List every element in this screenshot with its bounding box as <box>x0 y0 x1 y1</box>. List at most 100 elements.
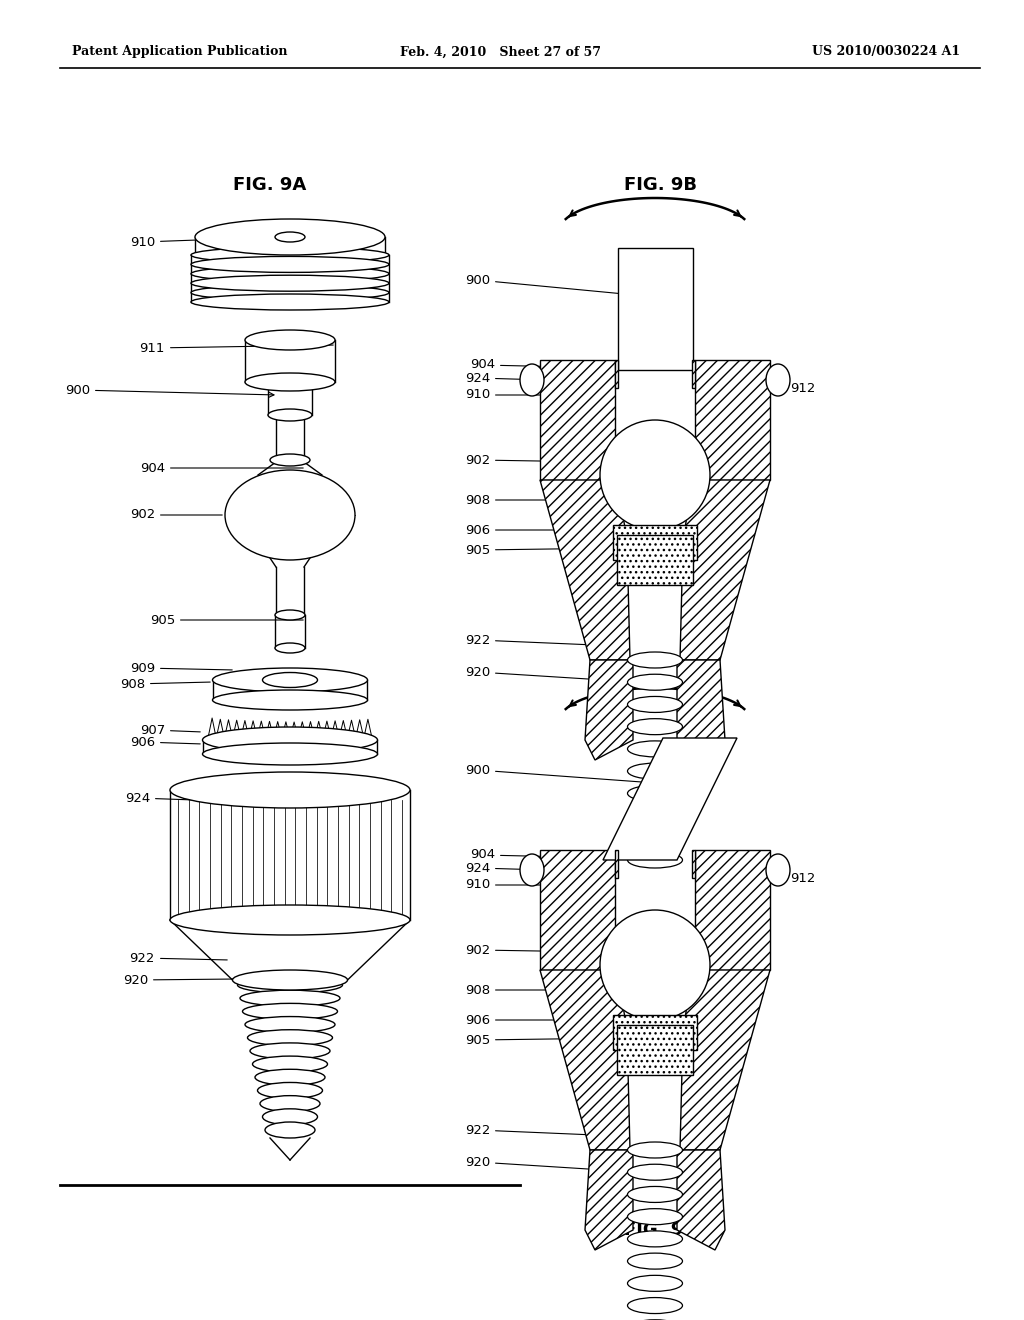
Ellipse shape <box>191 247 389 263</box>
Ellipse shape <box>628 851 683 869</box>
Text: 905: 905 <box>465 1034 623 1047</box>
Bar <box>615 360 618 388</box>
Text: 908: 908 <box>465 983 610 997</box>
Text: Feb. 4, 2010   Sheet 27 of 57: Feb. 4, 2010 Sheet 27 of 57 <box>400 45 601 58</box>
Ellipse shape <box>238 977 342 993</box>
Ellipse shape <box>170 906 410 935</box>
Ellipse shape <box>628 718 683 735</box>
Polygon shape <box>695 850 770 970</box>
Polygon shape <box>677 1150 725 1250</box>
Ellipse shape <box>275 232 305 242</box>
Ellipse shape <box>250 1043 330 1059</box>
Text: 924: 924 <box>465 862 612 874</box>
Ellipse shape <box>203 743 378 766</box>
Text: 902: 902 <box>130 508 222 521</box>
Text: 920: 920 <box>465 1155 679 1177</box>
Polygon shape <box>680 970 770 1150</box>
Bar <box>615 850 618 878</box>
Text: 902: 902 <box>465 944 597 957</box>
Bar <box>618 248 693 370</box>
Text: 920: 920 <box>123 974 336 986</box>
Polygon shape <box>540 480 630 660</box>
Polygon shape <box>677 660 725 760</box>
Text: 900: 900 <box>465 273 631 297</box>
Ellipse shape <box>268 409 312 421</box>
Ellipse shape <box>628 808 683 824</box>
Ellipse shape <box>191 275 389 292</box>
Text: 922: 922 <box>465 1123 592 1137</box>
Text: 912: 912 <box>778 381 815 395</box>
Ellipse shape <box>191 256 389 272</box>
Ellipse shape <box>520 854 544 886</box>
Ellipse shape <box>628 1142 683 1158</box>
Text: 924: 924 <box>125 792 193 804</box>
Ellipse shape <box>191 285 389 301</box>
Ellipse shape <box>628 830 683 846</box>
Polygon shape <box>585 660 633 760</box>
Ellipse shape <box>225 470 355 560</box>
Bar <box>617 1026 693 1074</box>
Text: 904: 904 <box>470 359 612 371</box>
Text: 907: 907 <box>139 723 201 737</box>
Bar <box>613 1015 697 1049</box>
Ellipse shape <box>628 763 683 779</box>
Ellipse shape <box>628 1298 683 1313</box>
Text: FIG. 9B: FIG. 9B <box>624 176 696 194</box>
Ellipse shape <box>628 1230 683 1247</box>
Text: FIG. 9C: FIG. 9C <box>624 1221 696 1239</box>
Polygon shape <box>540 970 630 1150</box>
Polygon shape <box>603 738 737 861</box>
Ellipse shape <box>628 652 683 668</box>
Text: 904: 904 <box>470 849 612 862</box>
Ellipse shape <box>213 690 368 710</box>
Ellipse shape <box>170 772 410 808</box>
Text: 900: 900 <box>465 763 679 787</box>
Text: US 2010/0030224 A1: US 2010/0030224 A1 <box>812 45 961 58</box>
Ellipse shape <box>628 1275 683 1291</box>
Bar <box>692 360 695 388</box>
Text: 922: 922 <box>465 634 592 647</box>
Ellipse shape <box>255 1069 325 1085</box>
Ellipse shape <box>600 420 710 531</box>
Ellipse shape <box>628 1187 683 1203</box>
Ellipse shape <box>260 1096 319 1111</box>
Ellipse shape <box>245 330 335 350</box>
Ellipse shape <box>191 294 389 310</box>
Ellipse shape <box>262 672 317 688</box>
Ellipse shape <box>766 854 790 886</box>
Ellipse shape <box>628 697 683 713</box>
Ellipse shape <box>270 454 310 466</box>
Ellipse shape <box>243 1003 338 1019</box>
Text: 924: 924 <box>465 371 612 384</box>
Text: FIG. 9A: FIG. 9A <box>233 176 306 194</box>
Ellipse shape <box>245 374 335 391</box>
Ellipse shape <box>265 1122 315 1138</box>
Ellipse shape <box>275 610 305 620</box>
Text: 922: 922 <box>130 952 227 965</box>
Bar <box>617 535 693 585</box>
Ellipse shape <box>240 990 340 1006</box>
Text: 912: 912 <box>778 871 815 884</box>
Ellipse shape <box>232 970 347 990</box>
Text: 910: 910 <box>130 235 278 248</box>
Text: 904: 904 <box>140 462 303 474</box>
Polygon shape <box>540 360 615 480</box>
Ellipse shape <box>195 219 385 255</box>
Text: 905: 905 <box>150 614 303 627</box>
Ellipse shape <box>262 1109 317 1125</box>
Text: 906: 906 <box>130 735 201 748</box>
Ellipse shape <box>520 364 544 396</box>
Polygon shape <box>540 850 615 970</box>
Text: 906: 906 <box>465 524 614 536</box>
Text: 902: 902 <box>465 454 597 466</box>
Ellipse shape <box>257 1082 323 1098</box>
Ellipse shape <box>271 675 309 685</box>
Ellipse shape <box>628 741 683 756</box>
Text: 906: 906 <box>465 1014 614 1027</box>
Polygon shape <box>695 360 770 480</box>
Ellipse shape <box>766 364 790 396</box>
Ellipse shape <box>628 1164 683 1180</box>
Ellipse shape <box>600 909 710 1020</box>
Polygon shape <box>680 480 770 660</box>
Ellipse shape <box>275 643 305 653</box>
